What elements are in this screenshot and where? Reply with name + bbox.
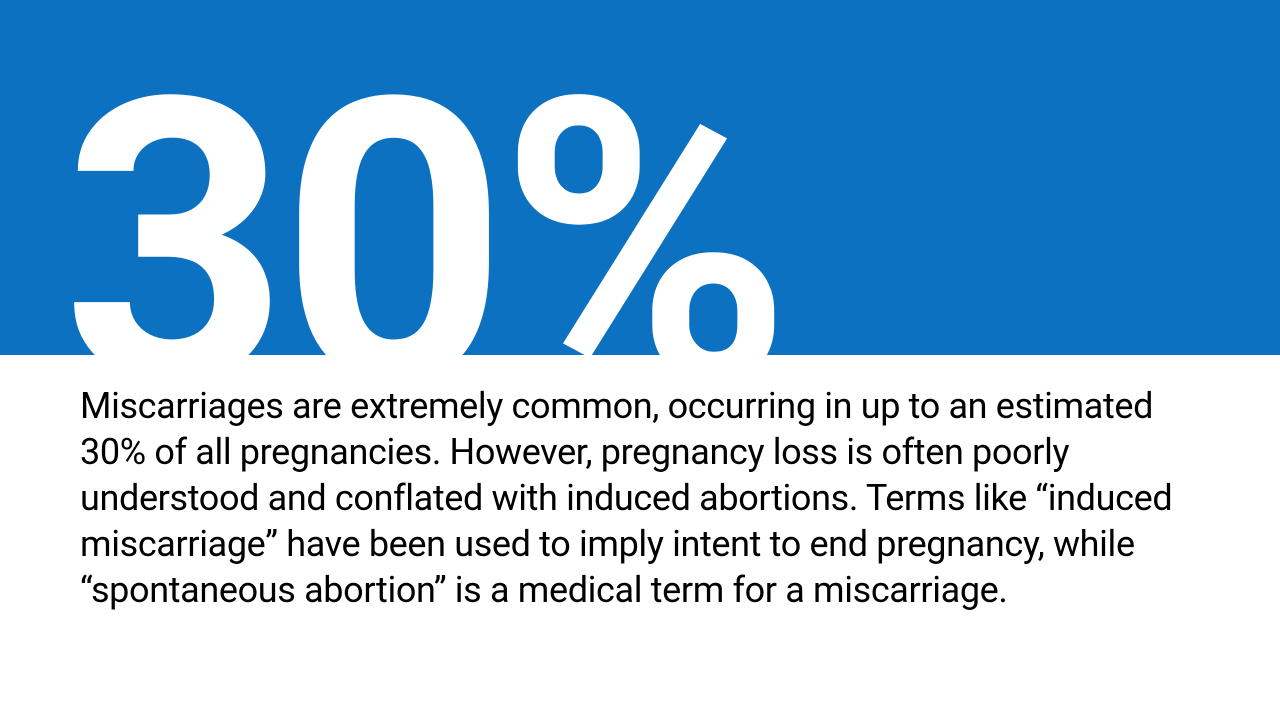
body-paragraph: Miscarriages are extremely common, occur… <box>0 355 1280 613</box>
hero-statistic: 30% <box>62 97 784 355</box>
hero-banner: 30% <box>0 0 1280 355</box>
